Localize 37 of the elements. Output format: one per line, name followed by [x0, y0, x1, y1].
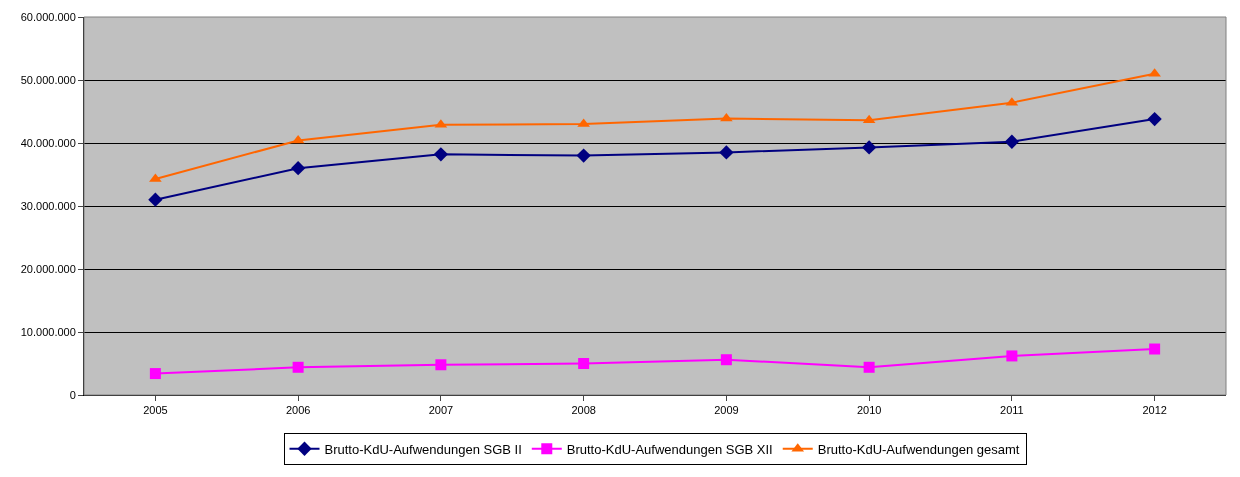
legend-label: Brutto-KdU-Aufwendungen SGB XII — [566, 441, 773, 457]
point — [435, 359, 447, 371]
point — [576, 148, 591, 163]
point — [578, 358, 590, 369]
y-tick-label: 50.000.000 — [20, 73, 76, 86]
y-tick-label: 40.000.000 — [20, 136, 76, 149]
y-tick-label: 10.000.000 — [20, 325, 76, 338]
point — [433, 147, 449, 162]
x-tick-label: 2012 — [1142, 404, 1167, 417]
y-tick-label: 30.000.000 — [20, 199, 76, 212]
x-tick-label: 2007 — [428, 404, 454, 417]
x-tick-label: 2006 — [285, 404, 311, 417]
point — [720, 112, 733, 122]
point — [1006, 350, 1018, 362]
point — [1147, 111, 1162, 127]
point — [291, 134, 305, 144]
legend-label: Brutto-KdU-Aufwendungen gesamt — [817, 441, 1020, 457]
point — [719, 145, 734, 160]
point — [861, 140, 877, 155]
point — [1149, 343, 1161, 355]
x-tick-label: 2010 — [856, 404, 882, 417]
point — [863, 361, 875, 373]
point — [862, 114, 876, 124]
x-tick-label: 2008 — [571, 404, 596, 417]
y-tick-label: 20.000.000 — [20, 262, 76, 275]
point — [1004, 134, 1020, 149]
x-tick-label: 2005 — [143, 404, 168, 417]
y-tick-label: 0 — [69, 388, 76, 401]
point — [292, 361, 304, 373]
point — [720, 354, 732, 366]
x-tick-label: 2009 — [714, 404, 739, 417]
legend-label: Brutto-KdU-Aufwendungen SGB II — [324, 441, 522, 457]
x-tick-label: 2011 — [1000, 404, 1024, 417]
y-tick-label: 60.000.000 — [20, 10, 76, 23]
point — [290, 161, 306, 176]
point — [148, 192, 163, 207]
point — [149, 368, 161, 380]
